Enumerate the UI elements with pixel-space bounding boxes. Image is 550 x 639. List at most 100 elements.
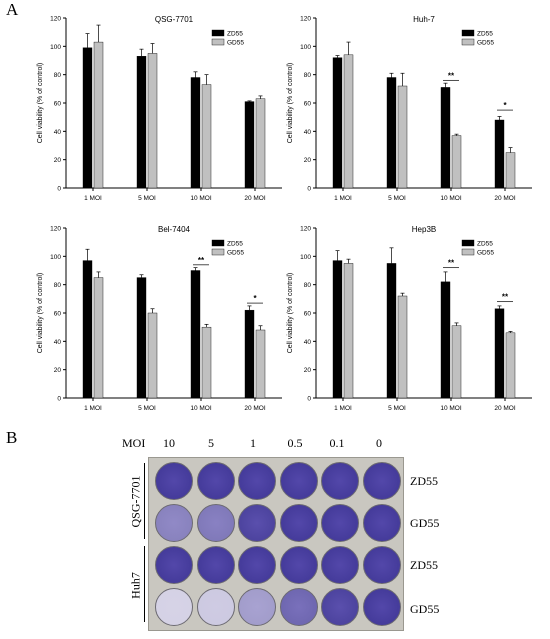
plate-well — [155, 504, 193, 542]
plate-well — [362, 546, 401, 584]
plate-well — [238, 504, 276, 542]
legend-label: GD55 — [477, 250, 494, 257]
x-tick-label: 5 MOI — [388, 405, 406, 412]
legend-swatch — [461, 239, 475, 247]
x-tick-label: 5 MOI — [138, 195, 156, 202]
x-tick-label: 10 MOI — [190, 405, 212, 412]
well-plate — [148, 457, 404, 631]
legend-swatch — [211, 38, 225, 46]
plate-well — [321, 588, 359, 626]
bar — [397, 295, 408, 399]
significance-label: * — [503, 101, 507, 110]
moi-value: 1 — [250, 436, 256, 450]
legend-swatch — [211, 248, 225, 256]
plate-well — [196, 546, 235, 584]
bar — [343, 263, 354, 399]
bar — [505, 152, 516, 189]
bar — [190, 270, 201, 399]
plate-well — [279, 546, 318, 584]
y-tick-label: 120 — [50, 16, 61, 23]
y-tick-label: 60 — [54, 311, 62, 318]
y-tick-label: 40 — [304, 129, 312, 136]
bar — [386, 77, 397, 189]
legend-label: ZD55 — [227, 241, 243, 248]
y-tick-label: 120 — [300, 226, 311, 233]
significance-label: * — [253, 294, 257, 303]
y-axis-label: Cell viability (% of control) — [287, 273, 294, 354]
plate-well — [279, 588, 318, 626]
y-tick-label: 20 — [54, 367, 62, 374]
y-tick-label: 80 — [304, 72, 312, 79]
plate-well — [155, 546, 193, 584]
x-tick-label: 1 MOI — [84, 195, 102, 202]
y-tick-label: 40 — [304, 339, 312, 346]
x-tick-label: 20 MOI — [244, 405, 266, 412]
plate-well — [155, 588, 193, 626]
y-tick-label: 120 — [50, 226, 61, 233]
chart-hep3b-svg: 0 20 40 60 80 100 120 Hep3B Cell viability (% of… — [287, 225, 532, 412]
y-tick-label: 60 — [54, 101, 62, 108]
legend-label: GD55 — [227, 40, 244, 47]
y-tick-label: 0 — [307, 396, 311, 403]
y-tick-label: 0 — [57, 396, 61, 403]
y-tick-label: 120 — [300, 16, 311, 23]
legend-swatch — [461, 38, 475, 46]
y-axis-label: Cell viability (% of control) — [287, 63, 294, 144]
row-label: ZD55 — [410, 558, 438, 572]
legend-label: GD55 — [477, 40, 494, 47]
x-tick-label: 20 MOI — [244, 195, 266, 202]
plate-well — [238, 588, 276, 626]
bar — [93, 277, 104, 399]
bar — [147, 312, 158, 399]
legend-swatch — [461, 29, 475, 37]
legend-label: GD55 — [227, 250, 244, 257]
bar — [201, 326, 212, 399]
bar — [136, 56, 147, 189]
legend-swatch — [461, 248, 475, 256]
x-tick-label: 5 MOI — [138, 405, 156, 412]
row-label: ZD55 — [410, 474, 438, 488]
y-tick-label: 20 — [304, 157, 312, 164]
bar — [136, 277, 147, 399]
bar — [332, 260, 343, 399]
moi-value: 0.5 — [287, 436, 303, 450]
plate-well — [155, 462, 193, 500]
plate-well — [238, 546, 276, 584]
group-bracket-huh7 — [144, 546, 145, 622]
y-tick-label: 80 — [304, 282, 312, 289]
bar — [190, 77, 201, 189]
chart-qsg7701-svg: 0 20 40 60 80 100 120 QSG-7701 Cell viability (%… — [37, 15, 282, 202]
row-label: GD55 — [410, 602, 440, 616]
panel-b-label: B — [6, 428, 18, 447]
y-tick-label: 80 — [54, 282, 62, 289]
bar — [244, 101, 255, 189]
y-axis-label: Cell viability (% of control) — [37, 63, 44, 144]
bar — [440, 87, 451, 189]
y-tick-label: 80 — [54, 72, 62, 79]
bar — [82, 47, 93, 189]
legend-label: ZD55 — [477, 31, 493, 38]
x-tick-label: 20 MOI — [494, 195, 516, 202]
moi-header: MOI — [122, 436, 146, 450]
plate-well — [362, 504, 401, 542]
chart-title: Huh-7 — [413, 15, 435, 24]
bar — [397, 85, 408, 189]
bar — [451, 325, 462, 399]
bar — [494, 308, 505, 399]
bar — [255, 329, 266, 399]
plate-well — [279, 462, 318, 500]
bar — [244, 309, 255, 399]
moi-value: 10 — [163, 436, 175, 450]
row-label: GD55 — [410, 516, 440, 530]
bar — [451, 135, 462, 189]
plate-well — [196, 588, 235, 626]
bar — [147, 53, 158, 189]
bar — [201, 84, 212, 189]
x-tick-label: 10 MOI — [440, 195, 462, 202]
plate-well — [362, 462, 401, 500]
panel-a-label: A — [6, 0, 19, 19]
y-tick-label: 0 — [57, 186, 61, 193]
x-tick-label: 1 MOI — [334, 405, 352, 412]
chart-title: Hep3B — [412, 225, 436, 234]
plate-well — [196, 504, 235, 542]
